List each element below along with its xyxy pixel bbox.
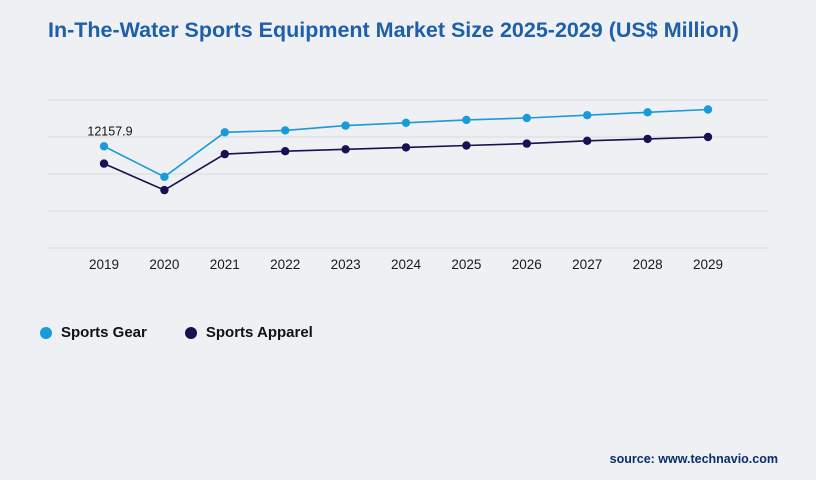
x-tick-label: 2025 [451,257,481,272]
market-size-line-chart: 2019 2020 2021 2022 2023 2024 2025 2026 2027 2028… [48,99,768,272]
data-point-marker [281,126,290,135]
legend-label-sports-gear: Sports Gear [61,324,147,341]
data-point-marker [462,115,471,125]
x-tick-label: 2026 [512,257,542,272]
x-tick-label: 2021 [210,257,240,272]
data-point-marker [220,149,229,159]
x-tick-label: 2023 [331,257,361,272]
data-point-marker [341,121,350,130]
data-point-marker [341,145,350,154]
legend-item-sports-gear: Sports Gear [40,324,147,341]
data-point-marker [462,141,471,150]
sports-gear-marker-icon [40,326,52,339]
data-point-marker [99,159,109,168]
x-tick-label: 2027 [572,257,602,272]
legend: Sports Gear Sports Apparel [40,324,313,341]
x-tick-label: 2029 [693,257,723,272]
x-tick-label: 2020 [149,257,179,272]
data-point-marker [522,113,531,123]
data-point-marker [583,111,592,120]
x-tick-label: 2019 [89,257,119,272]
data-point-marker [220,128,229,137]
data-point-marker [703,105,713,114]
data-point-marker [703,132,713,142]
x-tick-label: 2028 [633,257,663,272]
data-point-marker [643,134,652,144]
source-attribution: source: www.technavio.com [609,452,778,466]
data-point-marker [99,142,109,151]
sports-apparel-marker-icon [184,326,197,339]
data-point-marker [160,172,169,181]
legend-item-sports-apparel: Sports Apparel [184,324,313,341]
data-point-marker [643,108,652,117]
data-label-annotation: 12157.9 [87,124,132,138]
data-point-marker [583,136,592,145]
legend-label-sports-apparel: Sports Apparel [205,324,313,341]
data-point-marker [281,147,290,156]
x-tick-label: 2024 [391,257,422,272]
x-tick-label: 2022 [270,257,300,272]
data-point-marker [160,185,169,195]
chart-title: In-The-Water Sports Equipment Market Siz… [48,18,739,42]
data-point-marker [401,143,411,152]
data-point-marker [401,118,411,127]
data-point-marker [522,139,531,148]
